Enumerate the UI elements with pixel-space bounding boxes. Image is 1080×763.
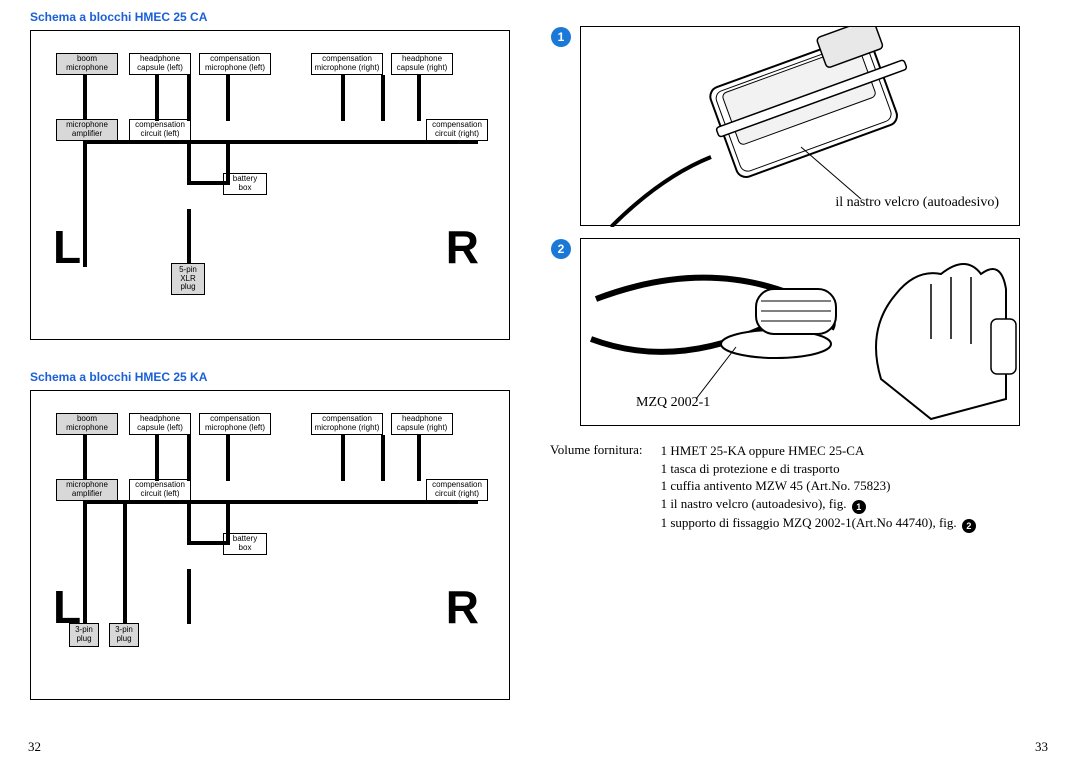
block-comp-circ-left: compensationcircuit (left) xyxy=(129,479,191,501)
page-left: Schema a blocchi HMEC 25 CA boommicropho… xyxy=(30,10,540,730)
marker-1: 1 xyxy=(551,27,571,47)
letter-r: R xyxy=(446,220,479,274)
caption-mzq: MZQ 2002-1 xyxy=(636,395,710,411)
section-title-ca: Schema a blocchi HMEC 25 CA xyxy=(30,10,540,24)
volume-item: 1 il nastro velcro (autoadesivo), fig. 1 xyxy=(661,495,976,514)
block-mic-amp: microphoneamplifier xyxy=(56,119,118,141)
caption-velcro: il nastro velcro (autoadesivo) xyxy=(835,195,999,211)
page-number-right: 33 xyxy=(1035,739,1048,755)
block-comp-circ-right: compensationcircuit (right) xyxy=(426,119,488,141)
page-number-left: 32 xyxy=(28,739,41,755)
volume-item: 1 supporto di fissaggio MZQ 2002-1(Art.N… xyxy=(661,514,976,533)
illustration-velcro: 1 il nastro velcro (autoadesivo) xyxy=(580,26,1020,226)
block-hp-right: headphonecapsule (right) xyxy=(391,53,453,75)
block-hp-right: headphonecapsule (right) xyxy=(391,413,453,435)
block-comp-mic-left: compensationmicrophone (left) xyxy=(199,413,271,435)
block-3pin-plug-2: 3-pinplug xyxy=(109,623,139,647)
volume-label: Volume fornitura: xyxy=(550,442,643,458)
block-mic-amp: microphoneamplifier xyxy=(56,479,118,501)
letter-r: R xyxy=(446,580,479,634)
block-diagram-ka: boommicrophone headphonecapsule (left) c… xyxy=(30,390,510,700)
block-battery: batterybox xyxy=(223,533,267,555)
marker-2: 2 xyxy=(551,239,571,259)
letter-l: L xyxy=(53,580,81,634)
block-comp-circ-left: compensationcircuit (left) xyxy=(129,119,191,141)
block-boom-mic: boommicrophone xyxy=(56,53,118,75)
ref-marker-1: 1 xyxy=(852,500,866,514)
letter-l: L xyxy=(53,220,81,274)
ref-marker-2: 2 xyxy=(962,519,976,533)
block-comp-mic-right: compensationmicrophone (right) xyxy=(311,413,383,435)
page-right: 1 il nastro velcro (autoadesivo) 2 xyxy=(540,10,1050,533)
illustration-mzq: 2 MZQ 2002-1 xyxy=(580,238,1020,426)
block-hp-left: headphonecapsule (left) xyxy=(129,53,191,75)
block-comp-mic-right: compensationmicrophone (right) xyxy=(311,53,383,75)
volume-fornitura: Volume fornitura: 1 HMET 25-KA oppure HM… xyxy=(550,442,1050,533)
block-battery: batterybox xyxy=(223,173,267,195)
block-comp-mic-left: compensationmicrophone (left) xyxy=(199,53,271,75)
block-comp-circ-right: compensationcircuit (right) xyxy=(426,479,488,501)
block-diagram-ca: boommicrophone headphonecapsule (left) c… xyxy=(30,30,510,340)
volume-item: 1 cuffia antivento MZW 45 (Art.No. 75823… xyxy=(661,477,976,495)
volume-item: 1 HMET 25-KA oppure HMEC 25-CA xyxy=(661,442,976,460)
block-hp-left: headphonecapsule (left) xyxy=(129,413,191,435)
section-title-ka: Schema a blocchi HMEC 25 KA xyxy=(30,370,540,384)
volume-list: 1 HMET 25-KA oppure HMEC 25-CA 1 tasca d… xyxy=(661,442,976,533)
volume-item: 1 tasca di protezione e di trasporto xyxy=(661,460,976,478)
block-boom-mic: boommicrophone xyxy=(56,413,118,435)
block-xlr-plug: 5-pinXLRplug xyxy=(171,263,205,295)
